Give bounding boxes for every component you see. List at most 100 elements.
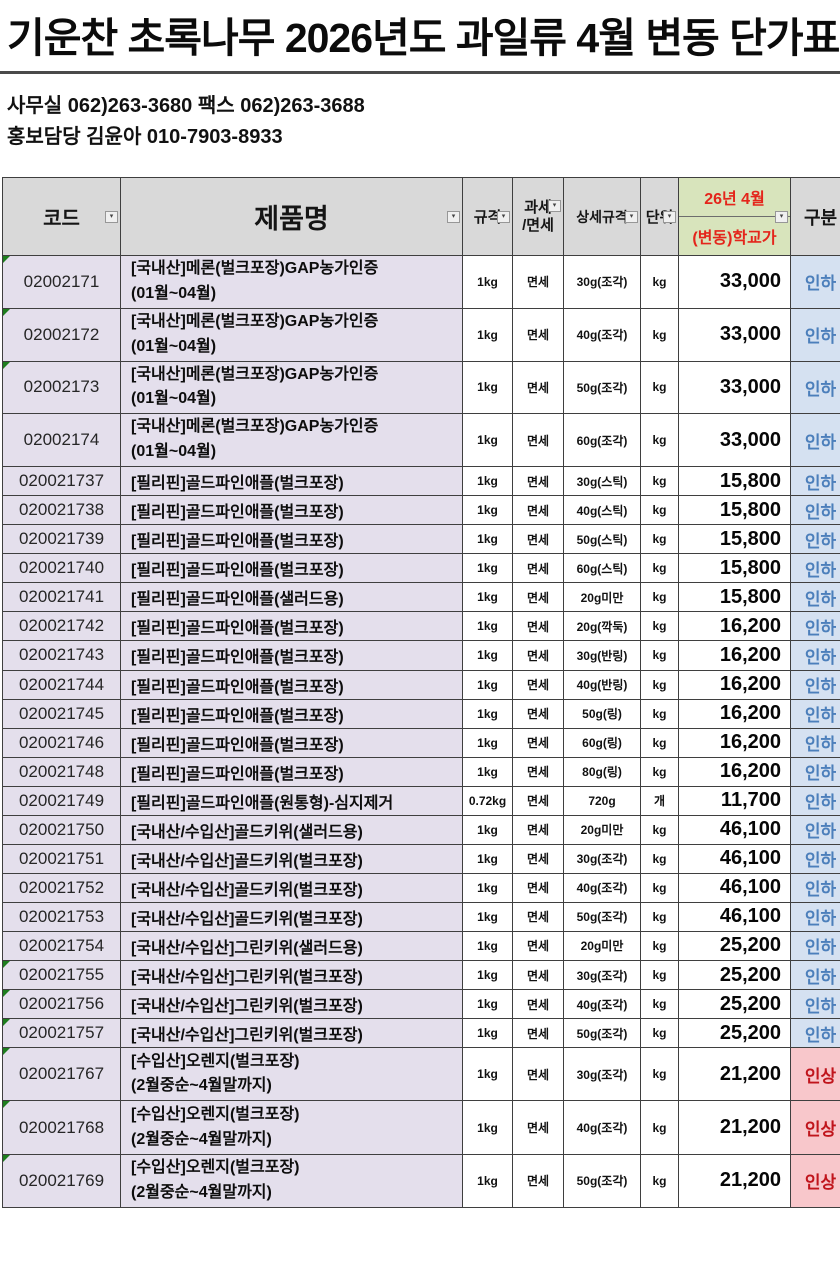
code-cell[interactable]: 020021745 [3, 699, 121, 729]
detail-spec-cell[interactable]: 40g(조각) [564, 308, 641, 362]
product-name-cell[interactable]: [국내산]메론(벌크포장)GAP농가인증 (01월~04월) [121, 308, 463, 362]
unit-cell[interactable]: kg [641, 902, 679, 932]
tax-exempt-cell[interactable]: 면세 [513, 815, 564, 845]
price-cell[interactable]: 33,000 [679, 308, 791, 362]
spec-cell[interactable]: 1kg [463, 670, 513, 700]
product-name-cell[interactable]: [국내산/수입산]골드키위(벌크포장) [121, 873, 463, 903]
product-name-cell[interactable]: [국내산]메론(벌크포장)GAP농가인증 (01월~04월) [121, 256, 463, 309]
spec-cell[interactable]: 1kg [463, 1154, 513, 1209]
code-cell[interactable]: 020021757 [3, 1019, 121, 1049]
status-badge[interactable]: 인하 [791, 496, 840, 526]
detail-spec-cell[interactable]: 50g(조각) [564, 361, 641, 415]
unit-cell[interactable]: kg [641, 1048, 679, 1102]
product-name-cell[interactable]: [필리핀]골드파인애플(벌크포장) [121, 641, 463, 671]
tax-exempt-cell[interactable]: 면세 [513, 1048, 564, 1102]
detail-spec-cell[interactable]: 60g(조각) [564, 414, 641, 468]
status-badge[interactable]: 인하 [791, 361, 840, 415]
status-badge[interactable]: 인하 [791, 931, 840, 961]
filter-dropdown-icon[interactable]: ▾ [775, 211, 788, 223]
unit-cell[interactable]: kg [641, 414, 679, 468]
code-cell[interactable]: 02002173 [3, 361, 121, 415]
tax-exempt-cell[interactable]: 면세 [513, 1019, 564, 1049]
tax-exempt-cell[interactable]: 면세 [513, 786, 564, 816]
code-cell[interactable]: 020021738 [3, 496, 121, 526]
price-cell[interactable]: 46,100 [679, 815, 791, 845]
header-product-name[interactable]: 제품명 ▾ [121, 178, 463, 256]
tax-exempt-cell[interactable]: 면세 [513, 467, 564, 497]
detail-spec-cell[interactable]: 30g(조각) [564, 960, 641, 991]
spec-cell[interactable]: 1kg [463, 414, 513, 468]
detail-spec-cell[interactable]: 40g(반링) [564, 670, 641, 700]
price-cell[interactable]: 15,800 [679, 496, 791, 526]
spec-cell[interactable]: 1kg [463, 728, 513, 758]
status-badge[interactable]: 인상 [791, 1101, 840, 1155]
tax-exempt-cell[interactable]: 면세 [513, 757, 564, 787]
unit-cell[interactable]: kg [641, 361, 679, 415]
price-cell[interactable]: 16,200 [679, 728, 791, 758]
code-cell[interactable]: 020021767 [3, 1048, 121, 1102]
tax-exempt-cell[interactable]: 면세 [513, 612, 564, 642]
tax-exempt-cell[interactable]: 면세 [513, 931, 564, 961]
unit-cell[interactable]: 개 [641, 786, 679, 816]
tax-exempt-cell[interactable]: 면세 [513, 1101, 564, 1155]
product-name-cell[interactable]: [필리핀]골드파인애플(원통형)-심지제거 [121, 786, 463, 816]
spec-cell[interactable]: 1kg [463, 525, 513, 555]
spec-cell[interactable]: 1kg [463, 699, 513, 729]
tax-exempt-cell[interactable]: 면세 [513, 902, 564, 932]
detail-spec-cell[interactable]: 20g(깍둑) [564, 612, 641, 642]
detail-spec-cell[interactable]: 50g(스틱) [564, 525, 641, 555]
code-cell[interactable]: 020021751 [3, 844, 121, 874]
code-cell[interactable]: 020021744 [3, 670, 121, 700]
status-badge[interactable]: 인하 [791, 414, 840, 468]
product-name-cell[interactable]: [필리핀]골드파인애플(벌크포장) [121, 670, 463, 700]
detail-spec-cell[interactable]: 30g(조각) [564, 256, 641, 309]
product-name-cell[interactable]: [필리핀]골드파인애플(벌크포장) [121, 699, 463, 729]
detail-spec-cell[interactable]: 20g미만 [564, 931, 641, 961]
detail-spec-cell[interactable]: 40g(조각) [564, 1101, 641, 1155]
spec-cell[interactable]: 1kg [463, 1101, 513, 1155]
unit-cell[interactable]: kg [641, 844, 679, 874]
unit-cell[interactable]: kg [641, 525, 679, 555]
status-badge[interactable]: 인하 [791, 256, 840, 309]
detail-spec-cell[interactable]: 30g(스틱) [564, 467, 641, 497]
status-badge[interactable]: 인하 [791, 612, 840, 642]
unit-cell[interactable]: kg [641, 308, 679, 362]
product-name-cell[interactable]: [국내산/수입산]골드키위(벌크포장) [121, 844, 463, 874]
status-badge[interactable]: 인상 [791, 1154, 840, 1209]
code-cell[interactable]: 020021743 [3, 641, 121, 671]
spec-cell[interactable]: 1kg [463, 1019, 513, 1049]
unit-cell[interactable]: kg [641, 467, 679, 497]
code-cell[interactable]: 020021749 [3, 786, 121, 816]
price-cell[interactable]: 25,200 [679, 1019, 791, 1049]
header-spec[interactable]: 규격 ▾ [463, 178, 513, 256]
spec-cell[interactable]: 1kg [463, 815, 513, 845]
header-tax[interactable]: 과세 /면세 ▾ [513, 178, 564, 256]
code-cell[interactable]: 020021746 [3, 728, 121, 758]
code-cell[interactable]: 020021737 [3, 467, 121, 497]
unit-cell[interactable]: kg [641, 699, 679, 729]
spec-cell[interactable]: 0.72kg [463, 786, 513, 816]
detail-spec-cell[interactable]: 50g(링) [564, 699, 641, 729]
status-badge[interactable]: 인하 [791, 1019, 840, 1049]
product-name-cell[interactable]: [국내산/수입산]그린키위(벌크포장) [121, 960, 463, 991]
price-cell[interactable]: 25,200 [679, 990, 791, 1020]
status-badge[interactable]: 인하 [791, 670, 840, 700]
product-name-cell[interactable]: [국내산]메론(벌크포장)GAP농가인증 (01월~04월) [121, 414, 463, 468]
status-badge[interactable]: 인하 [791, 525, 840, 555]
product-name-cell[interactable]: [수입산]오렌지(벌크포장) (2월중순~4월말까지) [121, 1048, 463, 1102]
product-name-cell[interactable]: [필리핀]골드파인애플(벌크포장) [121, 728, 463, 758]
status-badge[interactable]: 인하 [791, 467, 840, 497]
status-badge[interactable]: 인상 [791, 1048, 840, 1102]
spec-cell[interactable]: 1kg [463, 496, 513, 526]
code-cell[interactable]: 020021752 [3, 873, 121, 903]
price-cell[interactable]: 11,700 [679, 786, 791, 816]
tax-exempt-cell[interactable]: 면세 [513, 256, 564, 309]
tax-exempt-cell[interactable]: 면세 [513, 308, 564, 362]
status-badge[interactable]: 인하 [791, 815, 840, 845]
tax-exempt-cell[interactable]: 면세 [513, 670, 564, 700]
code-cell[interactable]: 020021754 [3, 931, 121, 961]
unit-cell[interactable]: kg [641, 641, 679, 671]
tax-exempt-cell[interactable]: 면세 [513, 496, 564, 526]
status-badge[interactable]: 인하 [791, 699, 840, 729]
detail-spec-cell[interactable]: 50g(조각) [564, 902, 641, 932]
